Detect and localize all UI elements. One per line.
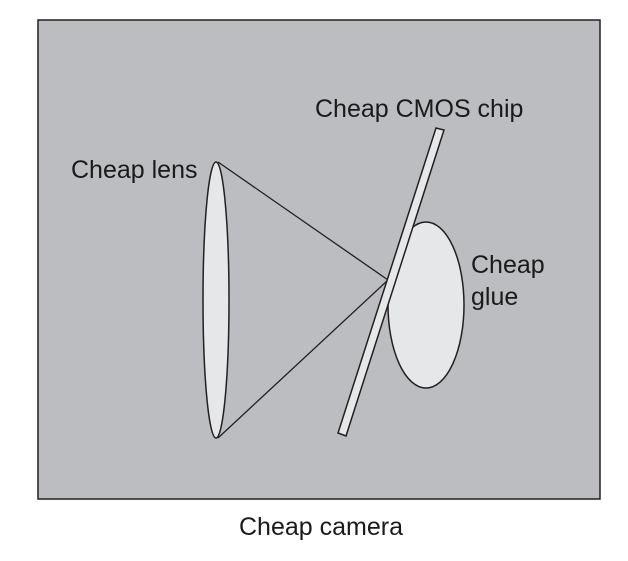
label-cheap-lens: Cheap lens bbox=[71, 156, 197, 184]
cheap-lens bbox=[202, 161, 230, 439]
label-cheap-glue-line1: Cheap bbox=[471, 251, 545, 279]
light-ray-top bbox=[217, 161, 389, 281]
camera-housing bbox=[37, 19, 601, 500]
light-ray-bottom bbox=[217, 279, 389, 439]
label-cheap-cmos-chip: Cheap CMOS chip bbox=[315, 95, 523, 123]
label-cheap-glue-line2: glue bbox=[471, 283, 518, 311]
caption-cheap-camera: Cheap camera bbox=[239, 513, 403, 541]
cheap-cmos-chip bbox=[337, 127, 445, 437]
